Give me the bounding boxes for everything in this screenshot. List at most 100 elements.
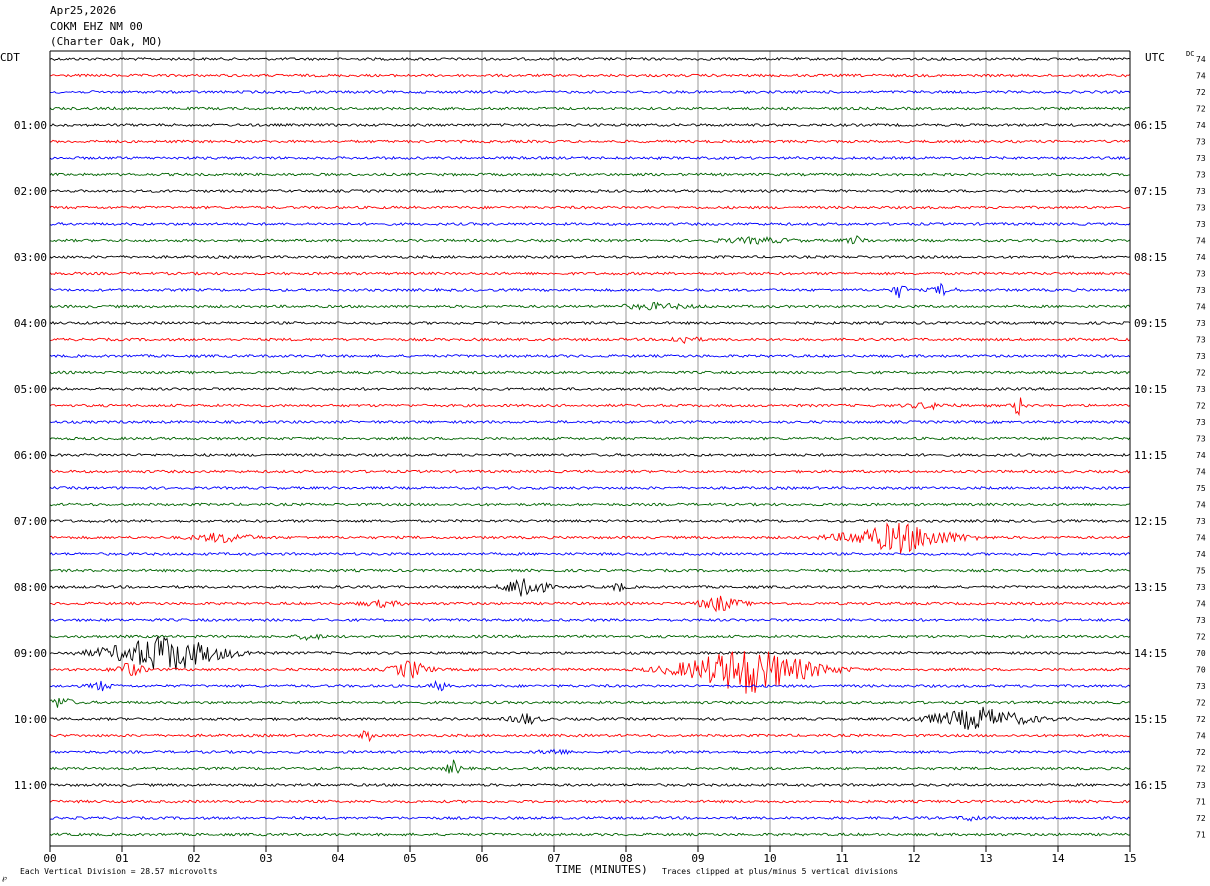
left-hour-label: 01:00 — [14, 119, 47, 132]
dc-offset-value: 72 — [1196, 88, 1206, 97]
dc-offset-value: 73 — [1196, 583, 1206, 592]
time-grid — [49, 51, 1131, 852]
seismic-trace — [49, 155, 1131, 161]
dc-offset-value: 73 — [1196, 435, 1206, 444]
dc-offset-value: 73 — [1196, 616, 1206, 625]
dc-offset-value: 74 — [1196, 550, 1206, 559]
seismic-trace — [49, 320, 1131, 326]
x-tick-label: 04 — [331, 852, 345, 865]
dc-offset-value: 73 — [1196, 781, 1206, 790]
seismic-trace — [49, 139, 1131, 144]
dc-offset-value: 74 — [1196, 600, 1206, 609]
left-hour-label: 03:00 — [14, 251, 47, 264]
seismic-trace — [49, 679, 1131, 692]
dc-offset-value: 72 — [1196, 814, 1206, 823]
dc-offset-value: 74 — [1196, 451, 1206, 460]
right-timezone-label: UTC — [1145, 51, 1165, 64]
dc-offset-value: 73 — [1196, 220, 1206, 229]
seismic-trace — [49, 73, 1131, 78]
dc-offset-value: 73 — [1196, 138, 1206, 147]
left-hour-label: 09:00 — [14, 647, 47, 660]
dc-offset-value: 72 — [1196, 715, 1206, 724]
x-axis-title: TIME (MINUTES) — [555, 863, 648, 876]
dc-offset-value: 74 — [1196, 55, 1206, 64]
dc-offset-value: 74 — [1196, 534, 1206, 543]
x-tick-label: 02 — [187, 852, 200, 865]
x-tick-label: 15 — [1123, 852, 1136, 865]
dc-offset-value: 73 — [1196, 385, 1206, 394]
dc-offset-value: 73 — [1196, 517, 1206, 526]
seismic-trace — [49, 254, 1131, 260]
x-tick-label: 07 — [547, 852, 560, 865]
right-hour-label: 14:15 — [1134, 647, 1167, 660]
seismic-trace — [49, 552, 1131, 557]
left-hour-label: 10:00 — [14, 713, 47, 726]
x-tick-label: 13 — [979, 852, 992, 865]
dc-offset-value: 72 — [1196, 369, 1206, 378]
seismic-trace — [49, 815, 1131, 822]
dc-offset-value: 73 — [1196, 270, 1206, 279]
seismic-trace — [49, 706, 1131, 730]
seismic-trace — [49, 235, 1131, 245]
left-hour-label: 02:00 — [14, 185, 47, 198]
right-hour-label: 16:15 — [1134, 779, 1167, 792]
dc-offset-value: 72 — [1196, 699, 1206, 708]
right-hour-label: 08:15 — [1134, 251, 1167, 264]
dc-offset-value: 70 — [1196, 649, 1206, 658]
left-hour-label: 06:00 — [14, 449, 47, 462]
x-tick-label: 03 — [259, 852, 272, 865]
seismic-trace — [49, 271, 1131, 276]
dc-offset-value: 73 — [1196, 352, 1206, 361]
x-tick-label: 10 — [763, 852, 776, 865]
dc-offset-value: 71 — [1196, 831, 1206, 840]
header-station: COKM EHZ NM 00 — [50, 20, 143, 33]
dc-offset-value: 72 — [1196, 633, 1206, 642]
header-date: Apr25,2026 — [50, 4, 117, 17]
seismic-trace — [49, 336, 1131, 345]
dc-offset-value: 73 — [1196, 171, 1206, 180]
dc-offset-value: 74 — [1196, 732, 1206, 741]
seismic-trace — [49, 122, 1131, 128]
seismic-traces — [49, 56, 1131, 837]
left-hour-label: 04:00 — [14, 317, 47, 330]
right-hour-label: 09:15 — [1134, 317, 1167, 330]
dc-label: DC — [1186, 50, 1194, 58]
seismic-trace — [49, 89, 1131, 95]
dc-offset-value: 74 — [1196, 468, 1206, 477]
x-tick-label: 12 — [907, 852, 920, 865]
seismic-trace — [49, 782, 1131, 788]
x-tick-label: 14 — [1051, 852, 1065, 865]
right-hour-label: 12:15 — [1134, 515, 1167, 528]
seismic-trace — [49, 172, 1131, 177]
seismic-trace — [49, 568, 1131, 573]
footer-mark: ℘ — [2, 874, 7, 882]
seismic-trace — [49, 397, 1131, 417]
seismic-trace — [49, 353, 1131, 359]
dc-offset-value: 75 — [1196, 484, 1206, 493]
dc-offset-value: 74 — [1196, 72, 1206, 81]
x-tick-label: 09 — [691, 852, 704, 865]
dc-offset-value: 73 — [1196, 418, 1206, 427]
dc-offset-value: 74 — [1196, 253, 1206, 262]
left-hour-label: 08:00 — [14, 581, 47, 594]
seismic-trace — [49, 518, 1131, 524]
clip-note: Traces clipped at plus/minus 5 vertical … — [662, 867, 898, 876]
dc-offset-value: 74 — [1196, 303, 1206, 312]
seismic-trace — [49, 188, 1131, 194]
seismic-trace — [49, 56, 1131, 62]
seismic-trace — [49, 832, 1131, 837]
dc-offset-value: 74 — [1196, 237, 1206, 246]
seismic-trace — [49, 419, 1131, 425]
seismic-trace — [49, 485, 1131, 491]
dc-offset-value: 73 — [1196, 204, 1206, 213]
x-tick-label: 11 — [835, 852, 848, 865]
dc-offset-value: 73 — [1196, 336, 1206, 345]
seismic-trace — [49, 502, 1131, 507]
seismic-trace — [49, 759, 1131, 774]
seismic-trace — [49, 106, 1131, 111]
scale-note: Each Vertical Division = 28.57 microvolt… — [20, 867, 218, 876]
seismic-trace — [49, 205, 1131, 210]
right-hour-label: 13:15 — [1134, 581, 1167, 594]
seismic-trace — [49, 386, 1131, 392]
left-timezone-label: CDT — [0, 51, 20, 64]
